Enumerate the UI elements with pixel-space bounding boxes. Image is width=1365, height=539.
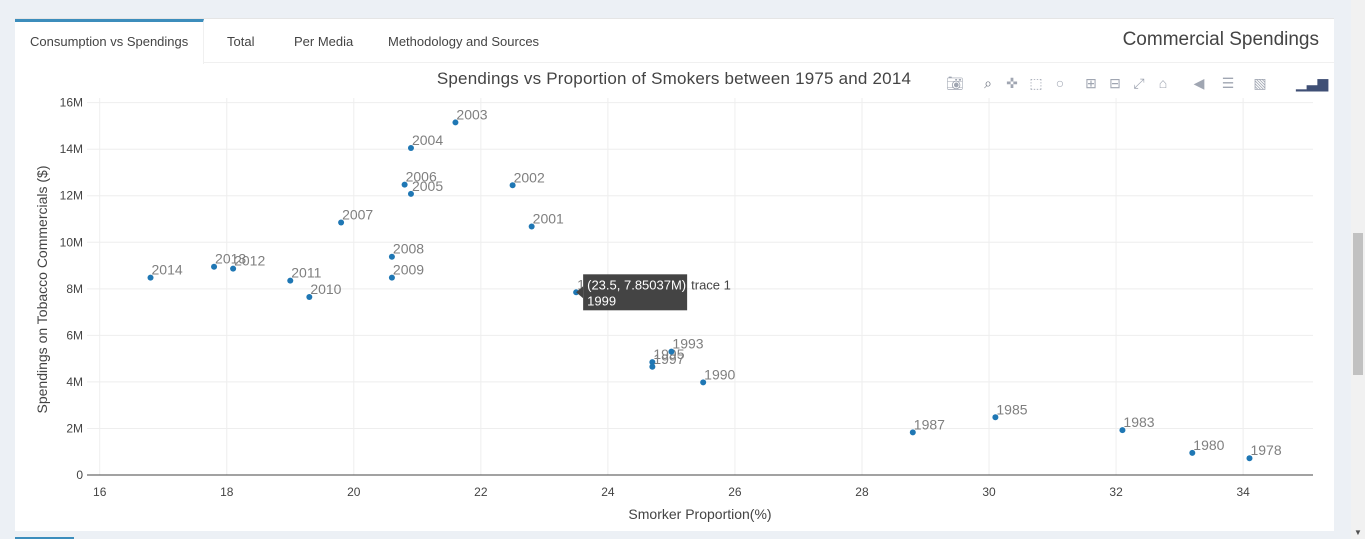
data-point-label: 1993 [672,336,703,352]
zoom-in-icon[interactable]: ⊞ [1085,75,1097,91]
data-point-label: 2006 [406,169,437,185]
autoscale-icon[interactable]: ⤢ [1133,75,1145,91]
data-point-label: 2009 [393,262,424,278]
x-tick-label: 32 [1109,485,1123,499]
data-point[interactable] [388,274,395,281]
data-point[interactable] [992,414,999,421]
data-point[interactable] [909,429,916,436]
data-point[interactable] [287,277,294,284]
data-point-label: 1 [577,276,585,292]
toggle-spike-icon[interactable]: ▧ [1253,75,1267,91]
data-point[interactable] [1246,455,1253,462]
y-tick-label: 14M [60,142,83,156]
y-axis-title: Spendings on Tobacco Commercials ($) [34,166,50,414]
data-point-label: 2012 [234,253,265,269]
hover-trace-name: trace 1 [691,277,731,292]
data-point-label: 2011 [291,265,321,281]
home-icon[interactable]: ⌂ [1158,75,1168,91]
data-point-label: 2001 [533,210,564,226]
tab-total[interactable]: Total [227,34,255,49]
x-tick-label: 26 [728,485,742,499]
tab-box: Consumption vs Spendings Total Per Media… [15,18,1334,531]
scrollbar-thumb[interactable] [1353,233,1363,375]
hover-compare-icon[interactable]: ☰ [1221,75,1235,91]
data-point[interactable] [407,145,414,152]
bottom-accent [15,537,74,539]
data-point-label: 1985 [996,401,1027,417]
box-title: Commercial Spendings [1122,29,1319,50]
x-tick-label: 22 [474,485,488,499]
lasso-icon[interactable]: ○ [1055,75,1065,91]
data-point-label: 1997 [653,351,684,367]
data-point[interactable] [407,190,414,197]
x-tick-label: 16 [93,485,107,499]
hover-closest-icon[interactable]: ◀︎ [1193,75,1205,91]
hover-year: 1999 [587,293,616,308]
data-point[interactable] [668,348,675,355]
tab-bar: Consumption vs Spendings Total Per Media… [15,19,1334,64]
y-tick-label: 6M [66,328,83,342]
tab-consumption-vs-spendings[interactable]: Consumption vs Spendings [15,19,205,64]
data-point[interactable] [700,379,707,386]
plotly-logo-icon[interactable]: ▁▃▆ [1296,75,1329,91]
data-point-label: 1978 [1250,442,1281,458]
data-point-label: 2004 [412,132,443,148]
data-point-label: 1990 [704,366,735,382]
zoom-icon[interactable]: ⌕ [984,75,992,91]
data-point-label: 2007 [342,207,373,223]
y-tick-label: 12M [60,189,83,203]
tab-per-media[interactable]: Per Media [294,34,354,49]
data-point[interactable] [1119,427,1126,434]
data-point[interactable] [306,293,313,300]
data-point[interactable] [649,363,656,370]
y-tick-label: 16M [60,96,83,110]
y-tick-label: 10M [60,235,83,249]
x-tick-label: 18 [220,485,234,499]
data-point[interactable] [230,265,237,272]
x-tick-label: 20 [347,485,361,499]
x-tick-label: 30 [982,485,996,499]
data-point[interactable] [528,223,535,230]
data-point[interactable] [1189,449,1196,456]
x-tick-label: 34 [1236,485,1250,499]
data-point[interactable] [211,263,218,270]
data-point[interactable] [401,181,408,188]
zoom-out-icon[interactable]: ⊟ [1109,75,1121,91]
hover-box [583,274,688,311]
x-axis-title: Smorker Proportion(%) [628,506,771,522]
data-point-label: 2014 [152,262,183,278]
x-tick-label: 28 [855,485,869,499]
pan-icon[interactable]: ✜ [1006,75,1018,91]
box-select-icon[interactable]: ⬚ [1029,75,1043,91]
data-point[interactable] [452,119,459,126]
data-point-label: 2003 [456,106,487,122]
tab-methodology-and-sources[interactable]: Methodology and Sources [388,34,540,49]
data-point[interactable] [147,274,154,281]
data-point-label: 2005 [412,178,443,194]
data-point[interactable] [338,219,345,226]
data-point-label: 2002 [514,169,545,185]
chart-title: Spendings vs Proportion of Smokers betwe… [436,69,912,88]
y-tick-label: 2M [66,421,83,435]
scroll-down-arrow-icon[interactable]: ▼ [1354,528,1362,537]
hover-pointer [576,286,584,299]
page-scrollbar[interactable]: ▼ [1351,0,1365,539]
data-point[interactable] [509,182,516,189]
y-tick-label: 8M [66,282,83,296]
x-tick-label: 24 [601,485,615,499]
data-point[interactable] [388,253,395,260]
data-point-label: 1995 [653,346,684,362]
data-point[interactable] [649,359,656,366]
y-tick-label: 0 [76,468,83,482]
data-point-label: 1980 [1193,437,1224,453]
y-tick-label: 4M [66,375,83,389]
data-point-label: 2013 [215,251,246,267]
data-point-label: 2008 [393,241,424,257]
camera-icon[interactable]: 📷︎ [946,75,964,91]
hover-value: (23.5, 7.85037M) [587,277,686,292]
data-point-label: 2010 [310,281,341,297]
data-point-label: 1983 [1123,414,1154,430]
data-point-label: 1987 [914,416,945,432]
